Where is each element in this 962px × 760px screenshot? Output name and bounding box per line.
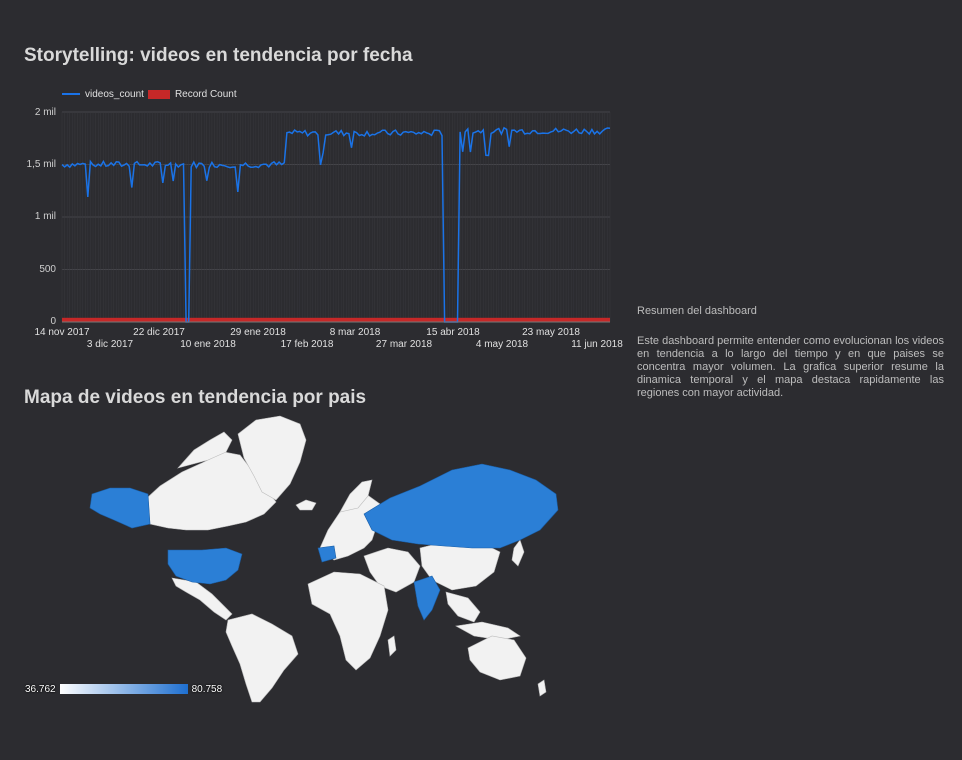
map-region-alaska bbox=[89, 487, 151, 529]
y-tick-label: 0 bbox=[50, 316, 56, 327]
y-tick-label: 2 mil bbox=[34, 107, 56, 118]
x-tick-label: 29 ene 2018 bbox=[230, 327, 286, 338]
chart-title: Storytelling: videos en tendencia por fe… bbox=[24, 45, 413, 66]
map-region-southeast-asia bbox=[445, 591, 481, 623]
line-swatch bbox=[62, 93, 80, 95]
map-legend-min: 36.762 bbox=[25, 683, 56, 695]
map-region-india bbox=[413, 575, 441, 621]
x-tick-label: 10 ene 2018 bbox=[180, 339, 236, 350]
map-region-united-states bbox=[167, 547, 243, 585]
y-tick-label: 500 bbox=[39, 264, 56, 275]
y-tick-label: 1 mil bbox=[34, 211, 56, 222]
legend-item-videos-count[interactable]: videos_count bbox=[62, 89, 144, 100]
y-tick-label: 1,5 mil bbox=[26, 159, 56, 170]
map-region-scandinavia bbox=[339, 479, 373, 513]
x-tick-label: 11 jun 2018 bbox=[571, 339, 623, 350]
summary-body: Este dashboard permite entender como evo… bbox=[637, 335, 944, 399]
map-region-australia bbox=[467, 635, 527, 681]
map-legend-gradient bbox=[59, 684, 188, 694]
map-region-greenland bbox=[237, 415, 307, 501]
x-tick-label: 15 abr 2018 bbox=[426, 327, 480, 338]
x-tick-label: 14 nov 2017 bbox=[34, 327, 90, 338]
legend-item-record-count[interactable]: Record Count bbox=[147, 88, 237, 100]
map-region-russia bbox=[363, 463, 559, 549]
map-color-legend: 36.762 80.758 bbox=[25, 683, 222, 695]
map-region-japan bbox=[511, 539, 525, 567]
map-legend-max: 80.758 bbox=[191, 683, 223, 695]
dashboard-summary: Resumen del dashboard Este dashboard per… bbox=[637, 305, 944, 400]
x-tick-label: 8 mar 2018 bbox=[329, 327, 381, 338]
map-region-south-america bbox=[225, 613, 299, 703]
bar-swatch bbox=[147, 89, 170, 99]
map-region-indonesia bbox=[455, 621, 521, 641]
trend-chart[interactable] bbox=[0, 0, 962, 728]
map-region-canada bbox=[147, 451, 277, 531]
x-tick-label: 17 feb 2018 bbox=[280, 339, 334, 350]
legend-label-videos-count: videos_count bbox=[85, 88, 144, 100]
x-tick-label: 3 dic 2017 bbox=[86, 339, 134, 350]
world-map[interactable] bbox=[0, 0, 962, 728]
x-tick-label: 22 dic 2017 bbox=[133, 327, 185, 338]
map-region-madagascar bbox=[387, 635, 397, 657]
legend-label-record-count: Record Count bbox=[174, 88, 237, 100]
map-region-mexico bbox=[171, 577, 233, 621]
map-region-iceland bbox=[295, 499, 317, 511]
summary-heading: Resumen del dashboard bbox=[637, 305, 757, 317]
map-region-arctic-islands bbox=[177, 431, 233, 469]
y-axis-labels: 2 mil 1,5 mil 1 mil 500 0 bbox=[0, 0, 56, 760]
map-region-new-zealand bbox=[537, 679, 547, 697]
x-tick-label: 27 mar 2018 bbox=[375, 339, 433, 350]
map-region-spain bbox=[317, 545, 337, 563]
map-title: Mapa de videos en tendencia por pais bbox=[24, 387, 367, 408]
x-tick-label: 4 may 2018 bbox=[475, 339, 529, 350]
x-tick-label: 23 may 2018 bbox=[522, 327, 580, 338]
map-region-africa bbox=[307, 571, 389, 671]
chart-legend[interactable]: videos_count Record Count bbox=[62, 87, 237, 101]
record-count-bar bbox=[62, 317, 610, 322]
series-line-videos-count bbox=[61, 126, 611, 323]
